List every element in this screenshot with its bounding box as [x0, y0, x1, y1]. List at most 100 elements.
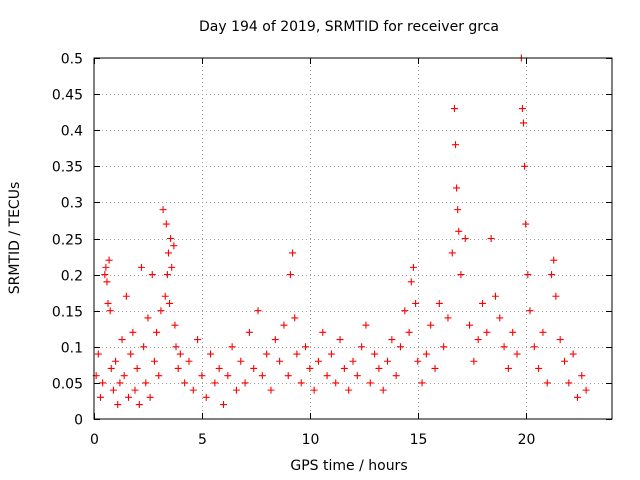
data-point [284, 372, 292, 380]
y-tick-label: 0.25 [52, 233, 83, 249]
y-tick-label: 0.5 [61, 52, 83, 68]
data-point [375, 364, 383, 372]
data-point [520, 119, 528, 127]
data-point [565, 379, 573, 387]
data-point [148, 271, 156, 279]
data-point [470, 357, 478, 365]
data-point [539, 328, 547, 336]
data-point [427, 321, 435, 329]
data-point [524, 271, 532, 279]
data-point [286, 271, 294, 279]
data-point [125, 393, 133, 401]
data-point [561, 357, 569, 365]
data-point [384, 357, 392, 365]
data-point [135, 401, 143, 409]
data-point [453, 184, 461, 192]
data-point [332, 379, 340, 387]
data-point [396, 343, 404, 351]
data-point [127, 350, 135, 358]
data-point [167, 235, 175, 242]
data-point [172, 343, 180, 351]
data-point [114, 401, 122, 409]
data-point [401, 307, 409, 315]
data-point [150, 357, 158, 365]
data-point [101, 271, 109, 279]
data-point [228, 343, 236, 351]
x-tick-label: 5 [198, 432, 207, 448]
data-point [254, 307, 262, 315]
data-point [176, 350, 184, 358]
data-point [171, 321, 179, 329]
plot-frame [93, 57, 613, 420]
y-tick-label: 0.2 [61, 269, 83, 285]
data-point [371, 350, 379, 358]
x-tick-label: 20 [518, 432, 536, 448]
data-point [174, 364, 182, 372]
data-point [578, 372, 586, 380]
data-point [280, 321, 288, 329]
data-point [521, 162, 529, 170]
data-point [336, 336, 344, 344]
data-point [189, 386, 197, 394]
data-point [153, 328, 161, 336]
data-point [388, 336, 396, 344]
data-point [122, 292, 130, 300]
data-point [450, 105, 458, 113]
data-point [194, 336, 202, 344]
data-point [237, 357, 245, 365]
data-point [340, 364, 348, 372]
data-point [104, 299, 112, 307]
data-point [166, 299, 174, 307]
data-point [107, 364, 115, 372]
data-point [452, 141, 460, 149]
data-point [466, 321, 474, 329]
axis-ticks: 0 0.05 0.1 0.15 0.2 0.25 0.3 0.35 0.4 0.45 0.5 0 5 10… [52, 52, 612, 448]
data-point [345, 386, 353, 394]
data-point [407, 278, 415, 286]
data-point [573, 393, 581, 401]
data-point [155, 372, 163, 380]
x-axis-title: GPS time / hours [290, 458, 407, 474]
data-point [140, 343, 148, 351]
data-point [504, 364, 512, 372]
data-point [319, 328, 327, 336]
data-point [131, 386, 139, 394]
data-point [479, 299, 486, 307]
data-point [412, 299, 420, 307]
data-point [241, 379, 249, 387]
data-point [474, 336, 482, 344]
y-tick-label: 0.4 [61, 124, 83, 140]
data-point [535, 364, 543, 372]
data-point [215, 364, 223, 372]
data-point [491, 292, 499, 300]
data-point [159, 206, 167, 214]
data-point [455, 227, 463, 235]
data-point [146, 393, 154, 401]
y-tick-label: 0.45 [52, 88, 83, 104]
data-point [297, 379, 305, 387]
data-point [353, 372, 361, 380]
data-point [99, 379, 107, 387]
data-point [293, 350, 301, 358]
data-point [543, 379, 551, 387]
data-point [483, 328, 491, 336]
data-point [500, 343, 508, 351]
data-point [291, 314, 299, 322]
data-point [112, 357, 120, 365]
data-point [202, 393, 210, 401]
data-point [232, 386, 240, 394]
data-point [461, 235, 469, 242]
data-point [267, 386, 275, 394]
data-point [358, 343, 366, 351]
data-point [431, 364, 439, 372]
data-point [94, 350, 102, 358]
data-point [289, 249, 297, 257]
data-point [211, 379, 219, 387]
data-point [271, 336, 279, 344]
data-point [435, 299, 443, 307]
data-point [185, 357, 193, 365]
data-point [105, 256, 113, 264]
data-point [522, 220, 530, 228]
data-point [582, 386, 590, 394]
y-tick-label: 0.3 [61, 196, 83, 212]
